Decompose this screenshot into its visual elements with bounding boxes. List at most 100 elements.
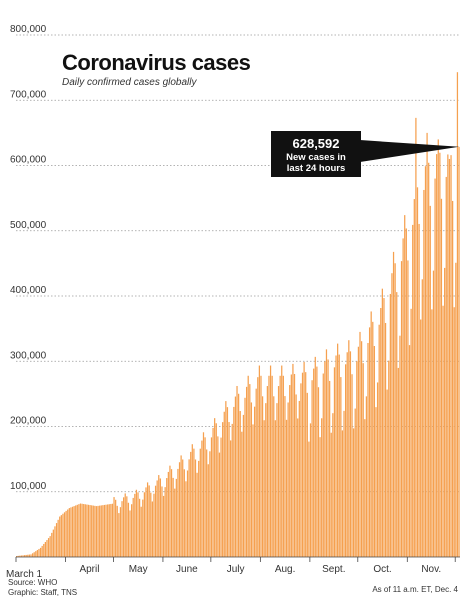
- bar: [257, 377, 259, 557]
- bar: [148, 485, 150, 557]
- bar: [89, 505, 91, 557]
- bar: [47, 538, 50, 557]
- bar: [22, 555, 24, 557]
- bar: [126, 496, 128, 557]
- bar: [346, 352, 348, 557]
- bar: [132, 497, 134, 557]
- bar: [447, 154, 449, 557]
- bar: [49, 536, 51, 557]
- bar: [81, 503, 83, 557]
- bar: [70, 507, 72, 557]
- bar: [94, 505, 96, 557]
- bar: [226, 407, 229, 557]
- callout-line-2: last 24 hours: [287, 163, 346, 174]
- gridlines: 100,000 200,000 300,000 400,000 500,000 600,0…: [10, 24, 460, 493]
- bar: [102, 505, 104, 557]
- bar: [198, 460, 200, 557]
- bar: [436, 154, 438, 558]
- bar: [110, 503, 112, 557]
- bar: [261, 396, 264, 557]
- bar: [170, 469, 173, 557]
- bar: [357, 346, 360, 557]
- bar: [258, 365, 261, 557]
- bar: [25, 554, 27, 557]
- bar: [392, 251, 395, 557]
- bar: [41, 545, 43, 557]
- bar: [130, 504, 133, 557]
- bar: [230, 440, 232, 557]
- bar: [78, 504, 80, 557]
- bar: [162, 495, 165, 557]
- callout: 628,592 New cases in last 24 hours: [271, 131, 460, 177]
- bar: [201, 440, 203, 557]
- bar: [161, 486, 163, 557]
- bar: [413, 199, 415, 557]
- bar: [303, 361, 305, 557]
- bar: [311, 380, 313, 557]
- bar: [212, 427, 214, 557]
- bar: [265, 403, 267, 557]
- bar: [20, 555, 23, 557]
- bar: [164, 487, 166, 557]
- bar: [121, 501, 123, 557]
- bar: [424, 166, 427, 557]
- bar: [127, 502, 130, 557]
- y-tick-label: 600,000: [10, 155, 47, 166]
- bar: [442, 305, 444, 557]
- bar: [146, 482, 149, 557]
- bar: [282, 375, 284, 557]
- bar: [135, 489, 138, 557]
- x-tick-label: July: [227, 564, 245, 575]
- bar: [383, 298, 385, 557]
- bar: [420, 319, 422, 557]
- bar: [111, 503, 114, 557]
- bar: [396, 292, 398, 557]
- bar: [140, 506, 142, 557]
- bar: [260, 375, 262, 557]
- bar: [118, 513, 120, 557]
- y-tick-label: 100,000: [10, 481, 47, 492]
- bar: [154, 485, 157, 557]
- x-tick-label: June: [176, 564, 198, 575]
- bar: [345, 364, 347, 557]
- bar: [38, 548, 40, 557]
- bar: [107, 504, 109, 557]
- bar: [335, 355, 337, 557]
- bar: [338, 354, 340, 557]
- bar: [354, 408, 356, 557]
- bar: [174, 488, 176, 557]
- as-of-note: As of 11 a.m. ET, Dec. 4: [372, 585, 458, 594]
- bar: [91, 505, 93, 557]
- bar: [440, 198, 443, 558]
- bars: [16, 72, 460, 558]
- bar: [17, 555, 19, 557]
- y-tick-label: 700,000: [10, 89, 47, 100]
- bar: [394, 263, 396, 557]
- bar: [108, 504, 110, 557]
- bar: [100, 505, 102, 557]
- bar: [360, 341, 363, 557]
- bar: [167, 471, 169, 557]
- bar: [62, 513, 64, 557]
- bar: [44, 541, 46, 557]
- bar: [372, 321, 374, 557]
- bar: [410, 308, 412, 557]
- bar: [191, 444, 193, 557]
- bar: [416, 187, 419, 557]
- bar: [273, 396, 275, 557]
- axes: March 1 April May June July Aug. Sept. Oct. Nov.: [6, 556, 460, 580]
- bar: [193, 448, 195, 557]
- bar: [36, 550, 39, 557]
- bar: [352, 428, 355, 557]
- bar: [218, 452, 221, 557]
- bar: [123, 497, 125, 557]
- bar: [145, 487, 147, 557]
- bar: [137, 492, 139, 557]
- bar: [194, 459, 197, 557]
- bar: [333, 367, 336, 557]
- bar: [222, 422, 224, 557]
- bar: [341, 430, 344, 557]
- bar: [337, 343, 339, 557]
- bar: [19, 555, 21, 557]
- chart-title: Coronavirus cases: [62, 50, 251, 75]
